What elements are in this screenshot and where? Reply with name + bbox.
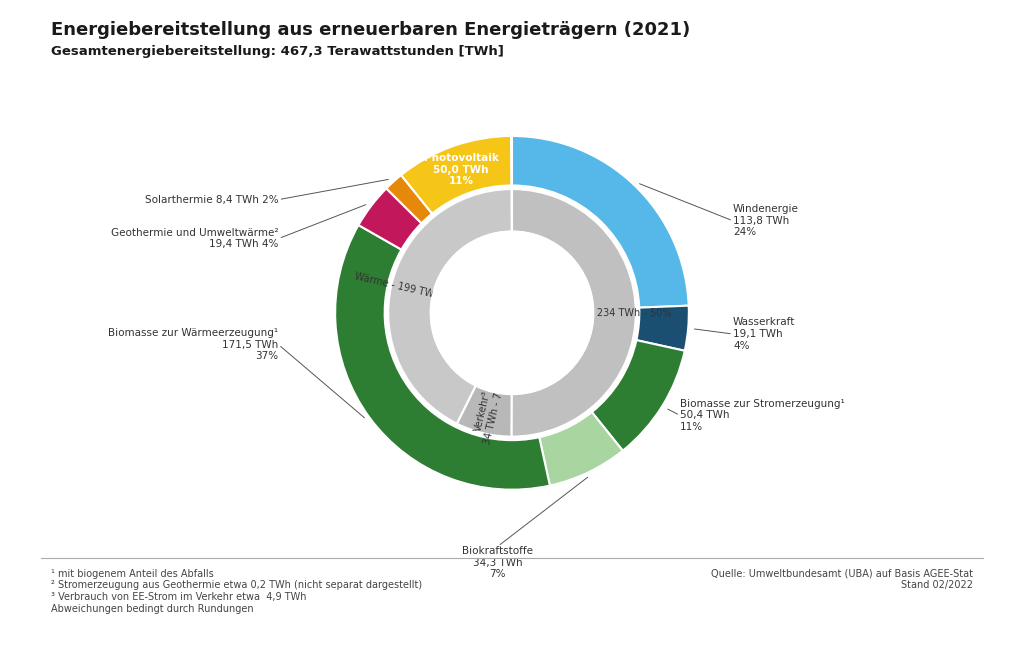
Text: Wärme - 199 TWh - 43%: Wärme - 199 TWh - 43% <box>353 272 471 308</box>
Wedge shape <box>636 306 689 351</box>
Wedge shape <box>388 189 512 424</box>
Wedge shape <box>511 189 636 437</box>
Wedge shape <box>592 340 685 451</box>
Text: Wasserkraft
19,1 TWh
4%: Wasserkraft 19,1 TWh 4% <box>733 317 796 351</box>
Text: Energiebereitstellung aus erneuerbaren Energieträgern (2021): Energiebereitstellung aus erneuerbaren E… <box>51 21 690 39</box>
Text: Biomasse zur Wärmeerzeugung¹
171,5 TWh
37%: Biomasse zur Wärmeerzeugung¹ 171,5 TWh 3… <box>109 328 279 361</box>
Text: Quelle: Umweltbundesamt (UBA) auf Basis AGEE-Stat
Stand 02/2022: Quelle: Umweltbundesamt (UBA) auf Basis … <box>711 569 973 590</box>
Text: Solarthermie 8,4 TWh 2%: Solarthermie 8,4 TWh 2% <box>145 195 279 204</box>
Wedge shape <box>457 386 512 437</box>
Text: ¹ mit biogenem Anteil des Abfalls
² Stromerzeugung aus Geothermie etwa 0,2 TWh (: ¹ mit biogenem Anteil des Abfalls ² Stro… <box>51 569 422 613</box>
Wedge shape <box>358 188 422 250</box>
Text: Gesamtenergiebereitstellung: 467,3 Terawattstunden [TWh]: Gesamtenergiebereitstellung: 467,3 Teraw… <box>51 45 504 58</box>
Wedge shape <box>401 136 511 213</box>
Text: Verkehr³
34 TWh - 7%: Verkehr³ 34 TWh - 7% <box>471 380 506 446</box>
Text: Geothermie und Umweltwärme²
19,4 TWh 4%: Geothermie und Umweltwärme² 19,4 TWh 4% <box>111 228 279 250</box>
Circle shape <box>431 232 593 394</box>
Text: Photovoltaik
50,0 TWh
11%: Photovoltaik 50,0 TWh 11% <box>424 153 499 186</box>
Text: Strom - 234 TWh - 50%: Strom - 234 TWh - 50% <box>558 308 672 318</box>
Text: Biomasse zur Stromerzeugung¹
50,4 TWh
11%: Biomasse zur Stromerzeugung¹ 50,4 TWh 11… <box>680 399 845 432</box>
Text: Biokraftstoffe
34,3 TWh
7%: Biokraftstoffe 34,3 TWh 7% <box>463 546 534 579</box>
Wedge shape <box>386 175 432 223</box>
Wedge shape <box>335 225 550 490</box>
Wedge shape <box>540 412 623 486</box>
Wedge shape <box>512 136 689 308</box>
Text: Windenergie
113,8 TWh
24%: Windenergie 113,8 TWh 24% <box>733 204 799 237</box>
